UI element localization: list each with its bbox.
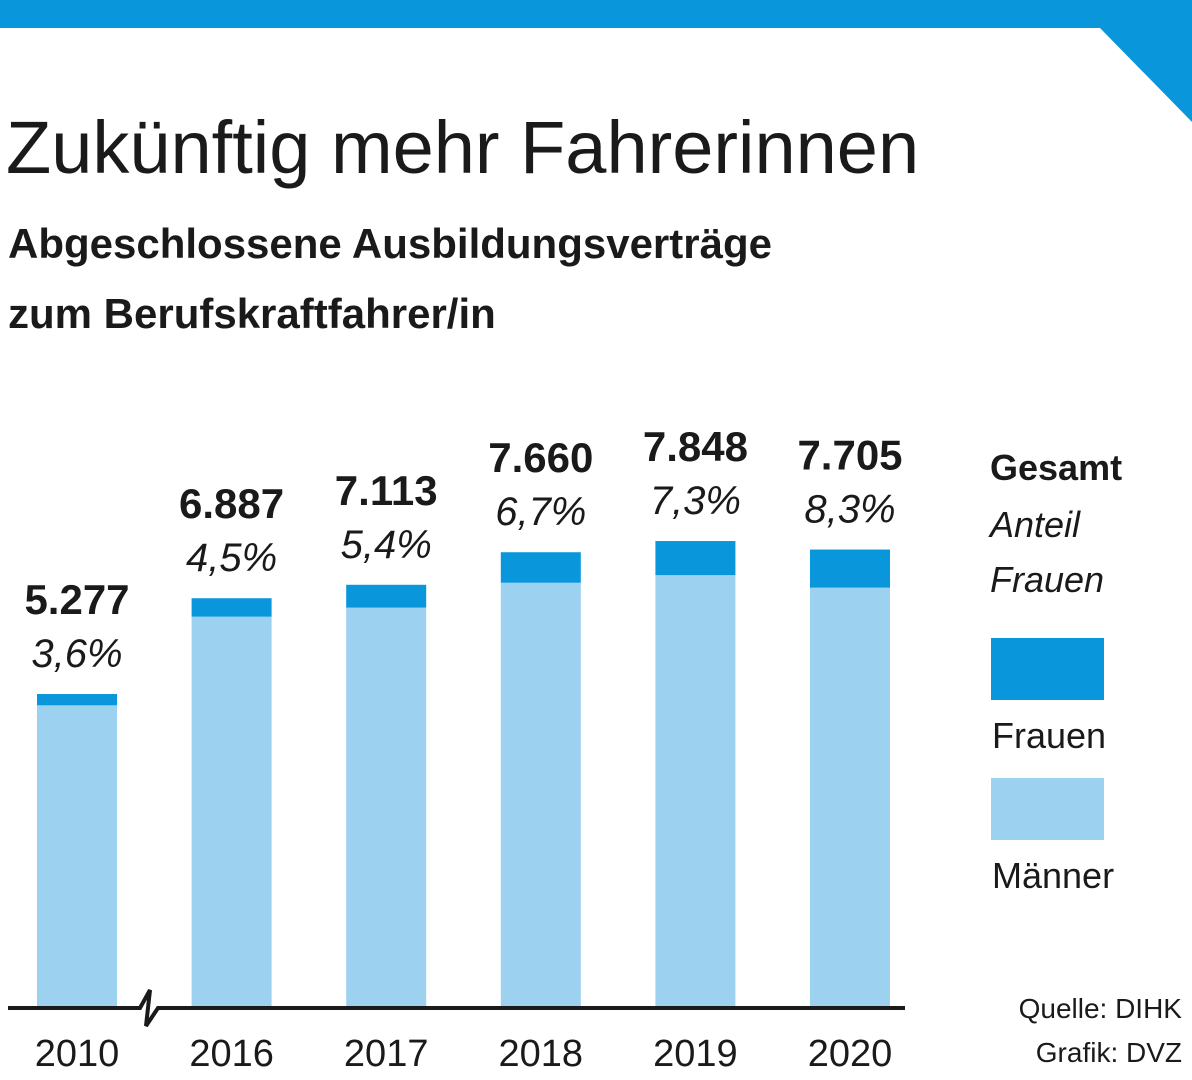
- share-label: 4,5%: [186, 536, 277, 580]
- share-label: 6,7%: [495, 490, 586, 534]
- bar-segment: [655, 575, 736, 1008]
- x-tick-label: 2018: [499, 1033, 584, 1075]
- legend-swatch: [991, 778, 1104, 840]
- bar-segment: [191, 598, 272, 617]
- source: Grafik: DVZ: [1036, 1037, 1182, 1068]
- bar-segment: [810, 549, 890, 588]
- share-label: 5,4%: [341, 523, 432, 567]
- total-label: 7.660: [488, 434, 593, 481]
- bar-segment: [346, 584, 427, 608]
- baseline: [8, 989, 905, 1028]
- x-tick-label: 2010: [35, 1033, 120, 1075]
- bar-segment: [810, 587, 890, 1008]
- bar-segment: [191, 616, 272, 1008]
- bar-segment: [37, 705, 117, 1008]
- total-label: 7.848: [643, 423, 748, 470]
- bar-segment: [655, 541, 736, 576]
- header-band: [0, 0, 1192, 122]
- subtitle: Abgeschlossene Ausbildungsverträge: [8, 220, 772, 267]
- share-label: 8,3%: [804, 488, 895, 532]
- legend-label: Frauen: [992, 715, 1106, 756]
- x-tick-label: 2019: [653, 1033, 738, 1075]
- chart-title: Zukünftig mehr Fahrerinnen: [6, 106, 919, 189]
- bar-segment: [500, 552, 581, 583]
- share-label: 7,3%: [650, 479, 741, 523]
- subtitle: zum Berufskraftfahrer/in: [8, 290, 496, 337]
- bar-segment: [37, 694, 117, 706]
- x-tick-label: 2016: [189, 1033, 274, 1075]
- bar-segment: [346, 607, 427, 1008]
- legend-label: Männer: [992, 855, 1114, 896]
- share-label: 3,6%: [31, 632, 122, 676]
- source: Quelle: DIHK: [1019, 993, 1183, 1024]
- total-label: 5.277: [24, 576, 129, 623]
- total-label: 6.887: [179, 480, 284, 527]
- x-tick-label: 2017: [344, 1033, 429, 1075]
- total-label: 7.705: [797, 432, 902, 479]
- total-label: 7.113: [335, 467, 438, 514]
- x-tick-label: 2020: [808, 1033, 893, 1075]
- legend-share: Anteil: [988, 504, 1081, 545]
- bar-segment: [500, 582, 581, 1008]
- legend-swatch: [991, 638, 1104, 700]
- legend-total: Gesamt: [990, 447, 1122, 488]
- legend-share: Frauen: [990, 559, 1104, 600]
